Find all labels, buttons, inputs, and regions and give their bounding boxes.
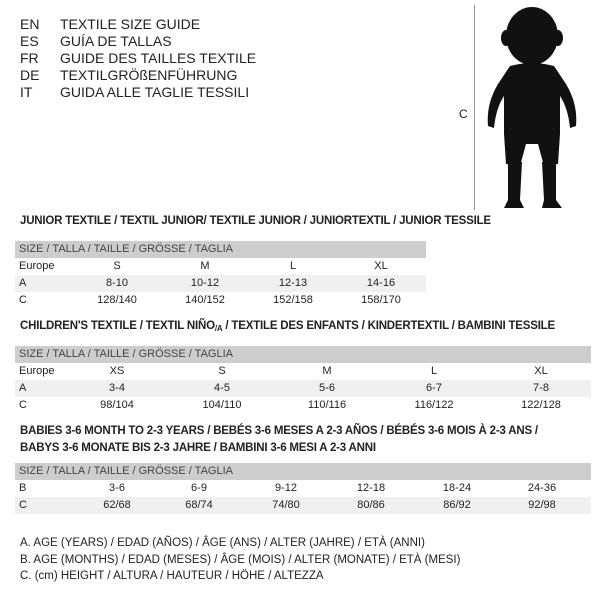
table-cell: L	[289, 260, 297, 272]
table-cell: 4-5	[214, 382, 230, 394]
header-label: SIZE / TALLA / TAILLE / GRÖSSE / TAGLIA	[19, 465, 233, 477]
table-cell: 9-12	[274, 482, 298, 494]
legend-a: A. AGE (YEARS) / EDAD (AÑOS) / ÂGE (ANS)…	[20, 537, 425, 549]
table-cell: 14-16	[366, 277, 396, 289]
table-cell: 3-6	[109, 482, 125, 494]
row-label: Europe	[19, 260, 55, 272]
table-cell: 74/80	[272, 499, 300, 511]
table-cell: 110/116	[307, 399, 347, 411]
table-cell: 68/74	[185, 499, 213, 511]
table-cell: 116/122	[414, 399, 454, 411]
table-cell: 140/152	[185, 294, 225, 306]
table-cell: S	[113, 260, 121, 272]
legend-b: B. AGE (MONTHS) / EDAD (MESES) / ÂGE (MO…	[20, 554, 461, 566]
language-code: DE	[20, 67, 40, 83]
table-cell: 12-18	[356, 482, 386, 494]
language-title: TEXTILGRÖßENFÜHRUNG	[60, 67, 238, 83]
table-row: A 3-4 4-5 5-6 6-7 7-8	[15, 380, 591, 397]
table-cell: 18-24	[442, 482, 472, 494]
table-cell: 86/92	[443, 499, 471, 511]
table-cell: M	[200, 260, 210, 272]
table-row: Europe XS S M L XL	[15, 363, 591, 380]
table-cell: 122/128	[521, 399, 561, 411]
table-header: SIZE / TALLA / TAILLE / GRÖSSE / TAGLIA	[15, 463, 591, 480]
table-cell: 128/140	[97, 294, 137, 306]
table-row: C 62/68 68/74 74/80 80/86 86/92 92/98	[15, 497, 591, 514]
row-label: C	[19, 499, 27, 511]
row-label: C	[19, 294, 27, 306]
table-cell: 92/98	[528, 499, 556, 511]
table-cell: XL	[534, 365, 548, 377]
measure-label: C	[459, 107, 468, 121]
table-cell: 7-8	[533, 382, 549, 394]
table-row: Europe S M L XL	[15, 258, 426, 275]
legend-c: C. (cm) HEIGHT / ALTURA / HAUTEUR / HÖHE…	[20, 570, 324, 582]
babies-size-table: SIZE / TALLA / TAILLE / GRÖSSE / TAGLIA B…	[15, 463, 591, 514]
table-cell: L	[430, 365, 438, 377]
table-cell: 3-4	[109, 382, 125, 394]
row-label: A	[19, 382, 27, 394]
table-cell: 8-10	[105, 277, 129, 289]
height-line	[474, 5, 475, 210]
table-cell: 5-6	[319, 382, 335, 394]
junior-size-table: SIZE / TALLA / TAILLE / GRÖSSE / TAGLIA E…	[15, 241, 426, 309]
child-silhouette-icon	[487, 7, 577, 208]
language-title: GUÍA DE TALLAS	[60, 33, 172, 49]
table-header: SIZE / TALLA / TAILLE / GRÖSSE / TAGLIA	[15, 346, 591, 363]
children-heading: CHILDREN'S TEXTILE / TEXTIL NIÑO/A / TEX…	[20, 320, 555, 333]
table-row: C 128/140 140/152 152/158 158/170	[15, 292, 426, 309]
language-title: TEXTILE SIZE GUIDE	[60, 16, 201, 32]
table-cell: 12-13	[278, 277, 308, 289]
table-cell: 62/68	[103, 499, 131, 511]
babies-heading-line-2: BABYS 3-6 MONATE BIS 2-3 JAHRE / BAMBINI…	[20, 442, 376, 454]
table-cell: 80/86	[357, 499, 385, 511]
table-cell: XL	[374, 260, 388, 272]
row-label: C	[19, 399, 27, 411]
table-cell: M	[322, 365, 332, 377]
table-cell: XS	[109, 365, 125, 377]
language-code: ES	[20, 33, 39, 49]
language-code: FR	[20, 50, 39, 66]
row-label: Europe	[19, 365, 55, 377]
language-code: EN	[20, 16, 40, 32]
language-code: IT	[20, 84, 33, 100]
children-size-table: SIZE / TALLA / TAILLE / GRÖSSE / TAGLIA E…	[15, 346, 591, 414]
babies-heading-line-1: BABIES 3-6 MONTH TO 2-3 YEARS / BEBÉS 3-…	[20, 425, 538, 437]
table-cell: S	[218, 365, 226, 377]
table-cell: 152/158	[273, 294, 313, 306]
table-cell: 6-9	[191, 482, 207, 494]
row-label: A	[19, 277, 27, 289]
table-cell: 6-7	[426, 382, 442, 394]
header-label: SIZE / TALLA / TAILLE / GRÖSSE / TAGLIA	[19, 243, 233, 255]
row-label: B	[19, 482, 27, 494]
table-row: C 98/104 104/110 110/116 116/122 122/128	[15, 397, 591, 414]
table-row: A 8-10 10-12 12-13 14-16	[15, 275, 426, 292]
table-cell: 104/110	[202, 399, 242, 411]
junior-heading: JUNIOR TEXTILE / TEXTIL JUNIOR/ TEXTILE …	[20, 215, 491, 227]
language-title: GUIDE DES TAILLES TEXTILE	[60, 50, 257, 66]
table-cell: 98/104	[100, 399, 134, 411]
language-title: GUIDA ALLE TAGLIE TESSILI	[60, 84, 250, 100]
table-cell: 158/170	[361, 294, 401, 306]
table-cell: 10-12	[190, 277, 220, 289]
table-row: B 3-6 6-9 9-12 12-18 18-24 24-36	[15, 480, 591, 497]
table-header: SIZE / TALLA / TAILLE / GRÖSSE / TAGLIA	[15, 241, 426, 258]
table-cell: 24-36	[527, 482, 557, 494]
header-label: SIZE / TALLA / TAILLE / GRÖSSE / TAGLIA	[19, 348, 233, 360]
